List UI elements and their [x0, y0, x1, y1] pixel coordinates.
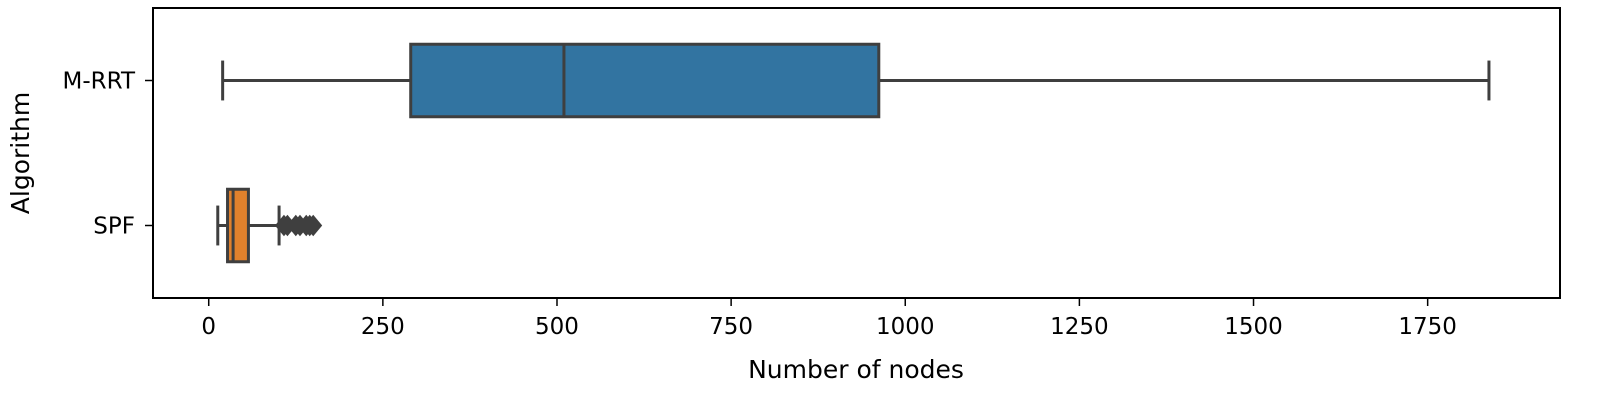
iqr-box-m-rrt: [409, 42, 881, 119]
x-tick-label-1500: 1500: [1224, 314, 1283, 340]
x-tick-label-0: 0: [201, 314, 216, 340]
box-m-rrt: [221, 42, 1491, 119]
x-tick-label-250: 250: [361, 314, 405, 340]
x-tick-label-500: 500: [535, 314, 579, 340]
x-tick-label-1250: 1250: [1050, 314, 1109, 340]
iqr-box-spf: [226, 187, 250, 264]
plot-content: [216, 42, 1491, 264]
y-tick-label-spf: SPF: [93, 214, 135, 240]
x-tick-label-1000: 1000: [876, 314, 935, 340]
y-axis-ticks: M-RRT SPF: [63, 69, 153, 240]
y-tick-label-m-rrt: M-RRT: [63, 69, 136, 95]
x-tick-label-750: 750: [709, 314, 753, 340]
box-spf: [216, 187, 323, 264]
outlier-spf-6: [304, 214, 323, 237]
x-tick-label-1750: 1750: [1398, 314, 1457, 340]
x-axis-ticks: 0 250 500 750 1000 1250 1500 1750: [201, 298, 1457, 340]
x-axis-label: Number of nodes: [748, 355, 964, 384]
plot-frame: [152, 7, 1561, 299]
y-axis-label: Algorithm: [6, 92, 35, 214]
